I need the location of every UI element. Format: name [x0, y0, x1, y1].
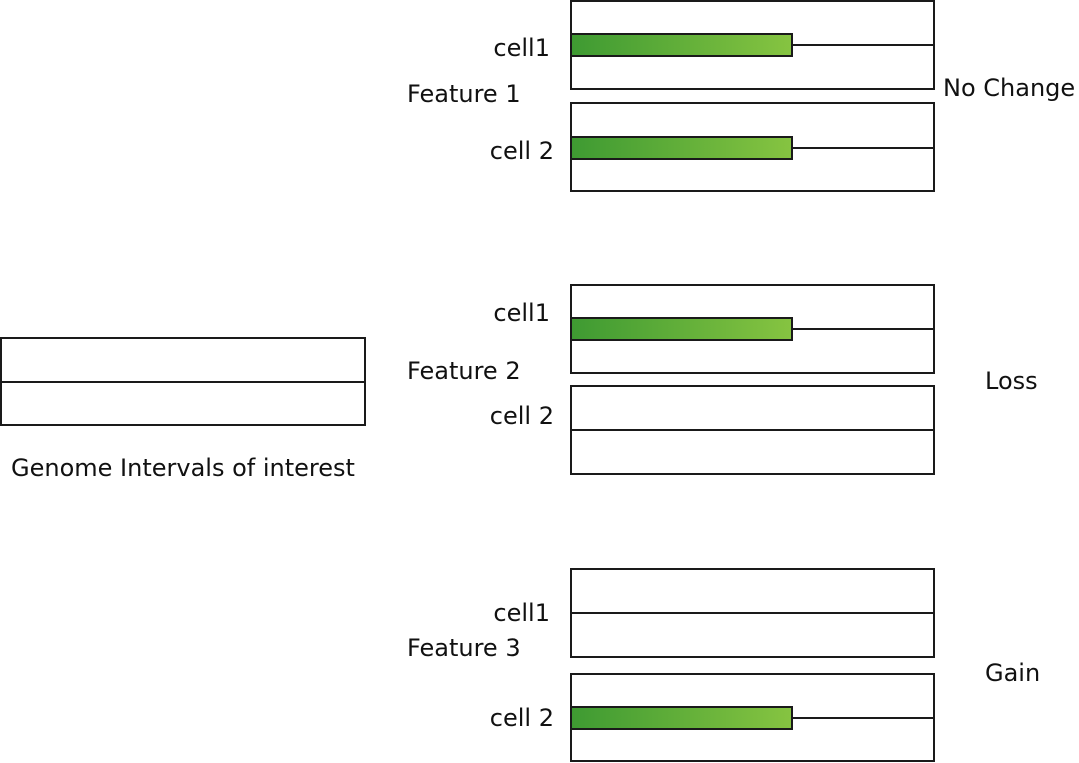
- cell-track: cell 2: [490, 673, 935, 762]
- cell-label: cell1: [493, 599, 550, 627]
- cell-track: cell 2: [490, 385, 935, 475]
- genome-intervals-label: Genome Intervals of interest: [11, 454, 355, 482]
- cell-track: cell 2: [490, 102, 935, 192]
- signal-bar: [570, 706, 793, 730]
- feature-group-3: Feature 3 Gain cell1 cell 2: [407, 568, 1040, 762]
- cell-label: cell1: [493, 299, 550, 327]
- signal-bar: [570, 317, 793, 341]
- cell-label: cell 2: [490, 704, 554, 732]
- cell-track: cell1: [493, 284, 935, 374]
- genome-intervals: Genome Intervals of interest: [0, 337, 366, 482]
- feature-label: Feature 1: [407, 80, 521, 108]
- signal-bar: [570, 136, 793, 160]
- cell-label: cell 2: [490, 402, 554, 430]
- outcome-label: Loss: [985, 367, 1038, 395]
- feature-label: Feature 3: [407, 634, 521, 662]
- signal-bar: [570, 33, 793, 57]
- feature-label: Feature 2: [407, 357, 521, 385]
- cell-track: cell1: [493, 568, 935, 658]
- feature-group-1: Feature 1 No Change cell1 cell 2: [407, 0, 1075, 192]
- feature-group-2: Feature 2 Loss cell1 cell 2: [407, 284, 1038, 475]
- cell-label: cell1: [493, 34, 550, 62]
- outcome-label: No Change: [943, 74, 1075, 102]
- cell-track: cell1: [493, 0, 935, 90]
- outcome-label: Gain: [985, 659, 1040, 687]
- cell-label: cell 2: [490, 137, 554, 165]
